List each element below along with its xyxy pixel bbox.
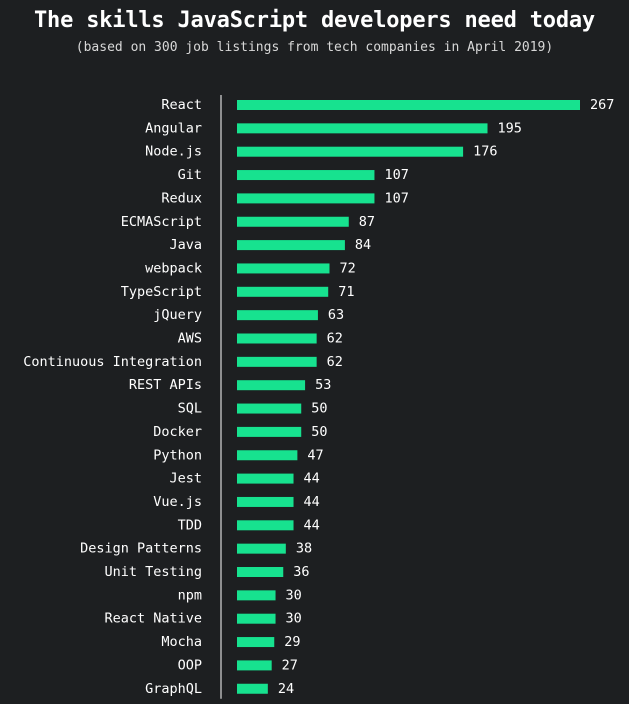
value-label: 44 [304, 494, 320, 510]
value-label: 36 [293, 564, 309, 580]
category-label: Mocha [161, 634, 202, 650]
bar [237, 683, 268, 694]
value-label: 63 [328, 307, 344, 323]
value-label: 53 [315, 377, 331, 393]
bar [237, 100, 580, 110]
value-label: 72 [339, 260, 355, 276]
category-label: Python [153, 447, 202, 463]
value-label: 27 [282, 657, 298, 673]
category-label: Git [178, 167, 202, 183]
value-label: 62 [327, 354, 343, 370]
bar [237, 613, 276, 624]
chart-subtitle: (based on 300 job listings from tech com… [75, 40, 554, 55]
bar [237, 333, 317, 344]
bar [237, 426, 302, 437]
value-label: 267 [590, 97, 614, 113]
category-label: Jest [169, 471, 202, 487]
bar [237, 123, 488, 134]
bar [237, 660, 272, 671]
bar [237, 473, 294, 484]
category-label: Docker [153, 424, 202, 440]
category-label: Design Patterns [80, 541, 202, 557]
value-label: 44 [304, 517, 320, 533]
value-label: 107 [384, 190, 408, 206]
value-label: 71 [338, 284, 354, 300]
bar [237, 310, 318, 321]
value-label: 24 [278, 681, 294, 697]
value-label: 87 [359, 214, 375, 230]
category-label: Continuous Integration [23, 354, 202, 370]
bar [237, 403, 302, 414]
category-label: REST APIs [129, 377, 202, 393]
value-label: 195 [498, 120, 522, 136]
category-label: webpack [145, 260, 202, 276]
category-label: Unit Testing [104, 564, 202, 580]
value-label: 38 [296, 541, 312, 557]
category-label: TypeScript [121, 284, 202, 300]
bar [237, 520, 294, 531]
bar [237, 216, 349, 227]
value-label: 50 [311, 424, 327, 440]
category-label: TDD [178, 517, 202, 533]
value-label: 30 [286, 611, 302, 627]
bar [237, 637, 275, 648]
category-label: jQuery [153, 307, 202, 323]
value-label: 50 [311, 401, 327, 417]
value-label: 62 [327, 331, 343, 347]
bar [237, 193, 375, 204]
bar [237, 263, 330, 274]
category-label: AWS [178, 331, 202, 347]
bar [237, 240, 345, 251]
value-label: 30 [286, 587, 302, 603]
bar [237, 286, 329, 297]
bar [237, 356, 317, 367]
value-label: 47 [307, 447, 323, 463]
category-label: React Native [104, 611, 202, 627]
bar [237, 450, 298, 461]
category-label: Redux [161, 190, 202, 206]
value-label: 44 [304, 471, 320, 487]
bar [237, 170, 375, 181]
bar [237, 567, 284, 577]
category-label: SQL [178, 401, 202, 417]
category-label: Angular [145, 120, 202, 136]
category-label: React [161, 97, 202, 113]
category-label: Vue.js [153, 494, 202, 510]
value-label: 29 [284, 634, 300, 650]
value-label: 84 [355, 237, 371, 253]
bar [237, 590, 276, 601]
value-label: 107 [384, 167, 408, 183]
value-label: 176 [473, 144, 497, 160]
category-label: GraphQL [145, 681, 202, 697]
bar [237, 380, 306, 391]
category-label: npm [178, 587, 202, 603]
category-label: ECMAScript [121, 214, 202, 230]
category-label: Node.js [145, 144, 202, 160]
chart-title: The skills JavaScript developers need to… [34, 8, 595, 33]
bar [237, 496, 294, 507]
bar [237, 146, 464, 157]
bar [237, 543, 286, 554]
category-label: Java [169, 237, 202, 253]
category-label: OOP [178, 657, 202, 673]
